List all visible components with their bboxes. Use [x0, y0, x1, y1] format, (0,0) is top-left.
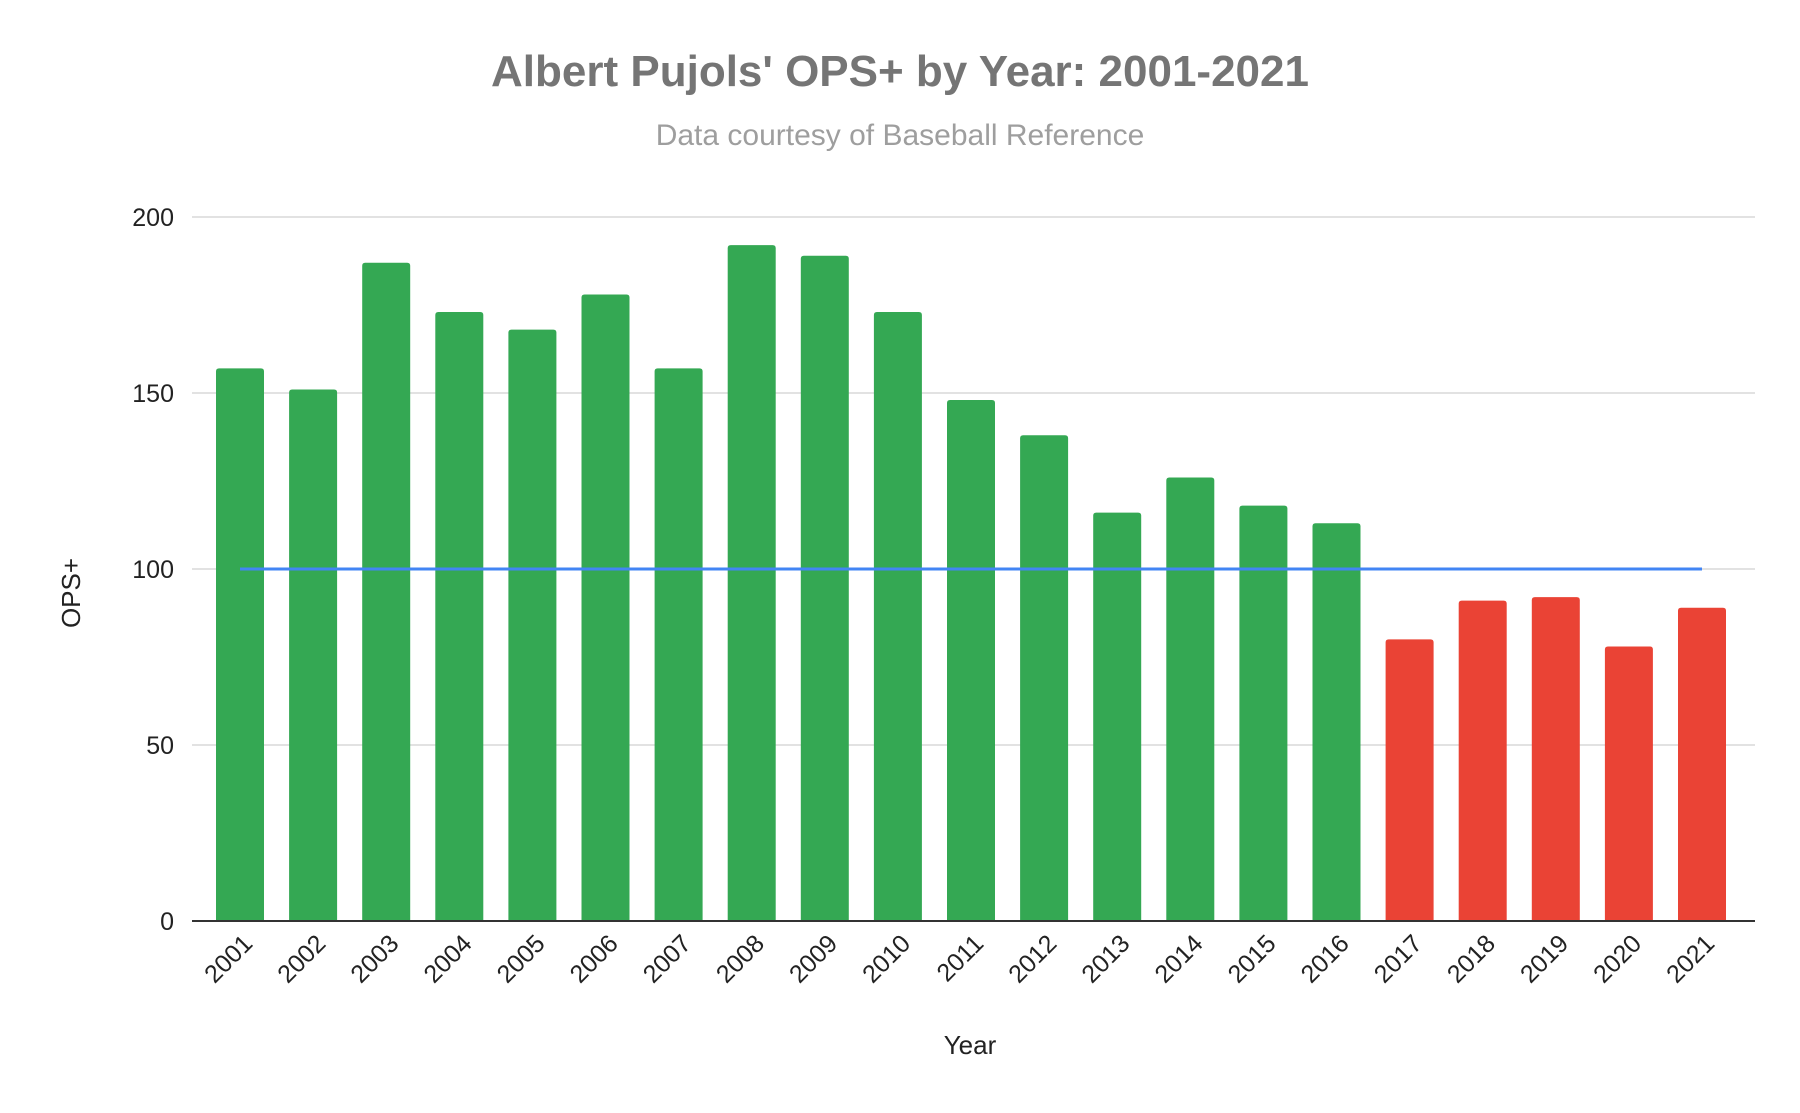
x-tick-label: 2005	[492, 929, 551, 988]
x-tick-label: 2013	[1076, 929, 1135, 988]
bars	[216, 245, 1726, 922]
y-tick-label: 150	[132, 380, 174, 408]
bar	[1239, 505, 1288, 921]
x-tick-label: 2001	[199, 929, 258, 988]
bar	[873, 312, 922, 921]
x-axis-title: Year	[944, 1030, 997, 1060]
bar	[581, 294, 630, 921]
chart-title: Albert Pujols' OPS+ by Year: 2001-2021	[491, 47, 1309, 96]
bar	[362, 262, 411, 921]
x-tick-label: 2021	[1661, 929, 1720, 988]
bar	[289, 389, 338, 922]
x-tick-labels: 2001 2002 2003 2004 2005 2006 2007 2008 2009 2010…	[199, 929, 1720, 988]
bar	[727, 245, 776, 921]
y-tick-labels: 0 50 100 150 200	[132, 204, 174, 936]
bar	[1531, 597, 1580, 921]
bar	[1020, 435, 1069, 921]
bar	[1166, 477, 1215, 921]
x-tick-label: 2011	[931, 929, 989, 987]
x-tick-label: 2002	[272, 929, 331, 988]
bar	[1678, 607, 1726, 921]
chart-subtitle: Data courtesy of Baseball Reference	[656, 119, 1145, 152]
x-tick-label: 2006	[565, 929, 624, 988]
y-tick-label: 200	[132, 204, 174, 232]
bar	[1312, 523, 1361, 921]
bar	[508, 329, 557, 921]
x-tick-label: 2007	[638, 929, 697, 988]
x-tick-label: 2009	[784, 929, 843, 988]
bar	[947, 400, 995, 921]
x-tick-label: 2018	[1442, 929, 1501, 988]
x-tick-label: 2004	[418, 929, 477, 988]
bar	[1093, 512, 1142, 921]
x-tick-label: 2012	[1003, 929, 1062, 988]
x-tick-label: 2019	[1515, 929, 1574, 988]
x-tick-label: 2003	[345, 929, 404, 988]
y-tick-label: 100	[132, 556, 174, 584]
x-tick-label: 2008	[711, 929, 770, 988]
x-tick-label: 2016	[1296, 929, 1355, 988]
bar	[216, 368, 264, 921]
x-tick-label: 2010	[857, 929, 916, 988]
y-tick-label: 0	[160, 908, 174, 936]
bar	[1604, 646, 1653, 921]
x-tick-label: 2020	[1588, 929, 1647, 988]
x-tick-label: 2017	[1369, 929, 1428, 988]
x-tick-label: 2014	[1149, 929, 1208, 988]
y-tick-label: 50	[146, 732, 174, 760]
bar	[1458, 600, 1507, 921]
x-tick-label: 2015	[1223, 929, 1282, 988]
bar	[654, 368, 703, 921]
bar	[435, 312, 484, 921]
y-axis-title: OPS+	[56, 558, 86, 628]
bar	[1385, 639, 1434, 921]
bar	[800, 255, 849, 922]
